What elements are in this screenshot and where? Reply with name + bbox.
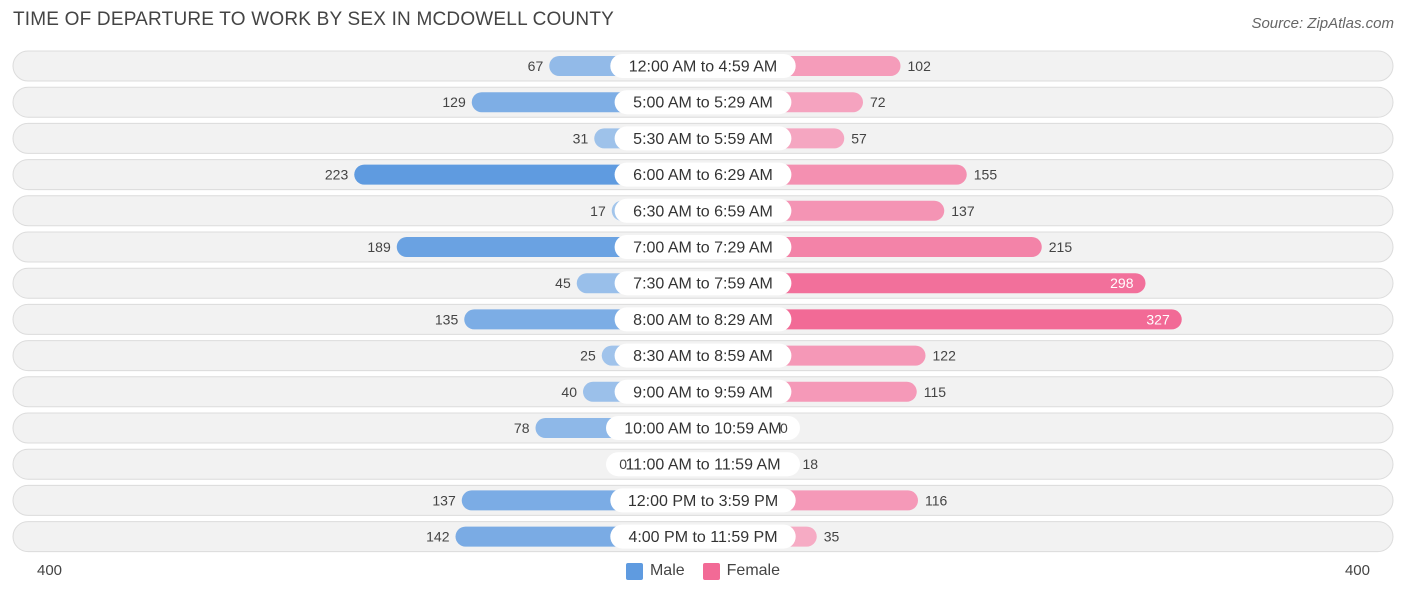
value-label-male: 31 <box>573 130 589 146</box>
legend-item-female[interactable]: Female <box>702 562 781 580</box>
category-label: 7:30 AM to 7:59 AM <box>633 276 773 293</box>
category-label: 6:30 AM to 6:59 AM <box>633 203 773 220</box>
category-label: 12:00 AM to 4:59 AM <box>629 59 778 76</box>
axis-label-left: 400 <box>37 562 63 579</box>
category-label-bg <box>610 54 796 78</box>
category-label: 9:00 AM to 9:59 AM <box>633 384 773 401</box>
value-label-female: 327 <box>1146 311 1170 327</box>
value-label-male: 67 <box>528 58 544 74</box>
value-label-male: 17 <box>590 203 606 219</box>
value-label-male: 0 <box>619 456 627 472</box>
category-label: 11:00 AM to 11:59 AM <box>625 457 780 474</box>
legend-item-male[interactable]: Male <box>625 562 685 580</box>
category-label-bg <box>614 271 792 296</box>
category-label: 6:00 AM to 6:29 AM <box>633 167 773 184</box>
legend-swatch-female <box>702 562 720 580</box>
category-label: 4:00 PM to 11:59 PM <box>628 529 777 546</box>
bar-female[interactable] <box>703 273 1146 294</box>
value-label-female: 122 <box>933 348 957 364</box>
value-label-female: 35 <box>824 529 840 545</box>
category-label-bg <box>614 343 792 368</box>
value-label-male: 142 <box>426 529 450 545</box>
legend-label-female: Female <box>726 562 781 579</box>
category-label-bg <box>606 416 800 440</box>
value-label-male: 189 <box>367 239 391 255</box>
value-label-female: 215 <box>1049 239 1073 255</box>
category-label-bg <box>614 90 792 115</box>
value-label-male: 223 <box>325 167 349 183</box>
value-label-male: 25 <box>580 348 596 364</box>
value-label-female: 116 <box>925 492 948 508</box>
legend-label-male: Male <box>649 562 685 579</box>
category-label-bg <box>614 162 792 187</box>
value-label-male: 135 <box>435 311 459 327</box>
category-label: 5:00 AM to 5:29 AM <box>633 95 773 112</box>
category-label: 8:00 AM to 8:29 AM <box>633 312 773 329</box>
legend-swatch-male <box>625 562 643 580</box>
value-label-female: 72 <box>870 94 886 110</box>
category-label: 10:00 AM to 10:59 AM <box>624 421 781 438</box>
value-label-male: 78 <box>514 420 530 436</box>
value-label-male: 45 <box>555 275 571 291</box>
category-label-bg <box>614 379 792 404</box>
category-label-bg <box>614 307 792 332</box>
category-label-bg <box>614 198 792 223</box>
category-label: 5:30 AM to 5:59 AM <box>633 131 773 148</box>
value-label-female: 102 <box>908 58 932 74</box>
value-label-female: 115 <box>924 384 947 400</box>
value-label-female: 155 <box>974 167 998 183</box>
category-label: 8:30 AM to 8:59 AM <box>633 348 773 365</box>
value-label-male: 137 <box>432 492 456 508</box>
category-label-bg <box>614 235 792 259</box>
category-label-bg <box>606 452 800 477</box>
value-label-male: 40 <box>561 384 577 400</box>
category-label-bg <box>610 488 796 513</box>
value-label-female: 57 <box>851 130 867 146</box>
chart-title: TIME OF DEPARTURE TO WORK BY SEX IN MCDO… <box>13 9 615 30</box>
value-label-female: 18 <box>803 456 819 472</box>
legend: Male Female <box>0 562 1406 580</box>
bar-female[interactable] <box>703 309 1182 330</box>
category-label: 12:00 PM to 3:59 PM <box>628 493 778 510</box>
chart-source: Source: ZipAtlas.com <box>1251 15 1394 32</box>
category-label-bg <box>614 126 792 151</box>
category-label-bg <box>610 524 796 549</box>
value-label-female: 137 <box>951 203 975 219</box>
value-label-male: 129 <box>442 94 466 110</box>
axis-label-right: 400 <box>1344 562 1370 579</box>
category-label: 7:00 AM to 7:29 AM <box>633 240 773 257</box>
value-label-female: 298 <box>1110 275 1134 291</box>
value-label-female: 0 <box>780 420 788 436</box>
